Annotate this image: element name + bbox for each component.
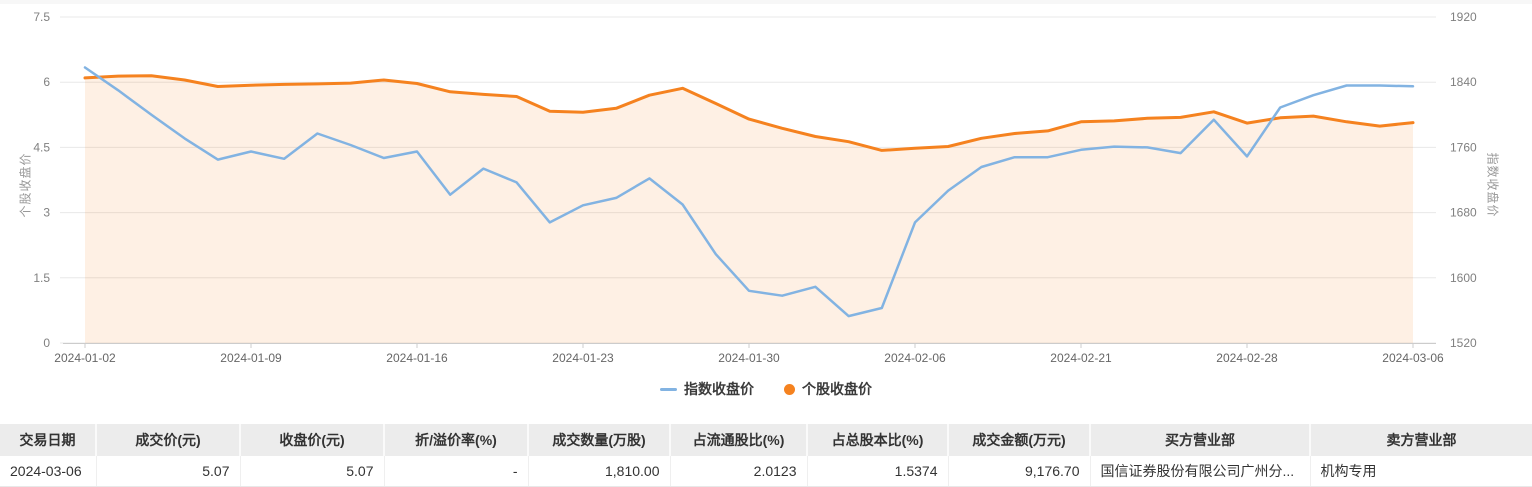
cell-close-price: 5.07 xyxy=(240,456,385,487)
cell-amount: 9,176.70 xyxy=(948,456,1091,487)
svg-text:1840: 1840 xyxy=(1450,75,1477,89)
cell-trade-date: 2024-03-06 xyxy=(0,456,97,487)
left-axis-title: 个股收盘价 xyxy=(18,152,33,218)
legend-item-index-close[interactable]: 指数收盘价 xyxy=(660,379,754,399)
col-header-trade-date: 交易日期 xyxy=(0,424,97,456)
chart-plot-area[interactable]: 2024-01-02 2024-01-09 2024-01-16 2024-01-23… xyxy=(0,0,1532,374)
svg-text:6: 6 xyxy=(43,75,50,89)
cell-seller-branch: 机构专用 xyxy=(1310,456,1532,487)
svg-text:2024-01-09: 2024-01-09 xyxy=(220,351,282,365)
col-header-premium-rate: 折/溢价率(%) xyxy=(384,424,529,456)
svg-text:2024-02-06: 2024-02-06 xyxy=(884,351,946,365)
legend-label: 个股收盘价 xyxy=(802,381,872,397)
col-header-buyer-branch: 买方营业部 xyxy=(1090,424,1311,456)
svg-text:1520: 1520 xyxy=(1450,336,1477,350)
top-divider xyxy=(0,0,1532,4)
right-axis-title: 指数收盘价 xyxy=(1485,152,1500,218)
svg-text:4.5: 4.5 xyxy=(33,140,50,154)
svg-text:2024-01-23: 2024-01-23 xyxy=(552,351,614,365)
legend-label: 指数收盘价 xyxy=(684,381,754,397)
col-header-deal-price: 成交价(元) xyxy=(96,424,241,456)
col-header-amount: 成交金额(万元) xyxy=(948,424,1091,456)
svg-text:1.5: 1.5 xyxy=(33,271,50,285)
cell-buyer-branch: 国信证券股份有限公司广州分... xyxy=(1090,456,1311,487)
chart-legend: 指数收盘价 个股收盘价 xyxy=(0,379,1532,399)
svg-text:3: 3 xyxy=(43,206,50,220)
cell-float-ratio: 2.0123 xyxy=(670,456,808,487)
svg-text:2024-01-30: 2024-01-30 xyxy=(718,351,780,365)
price-chart: 2024-01-02 2024-01-09 2024-01-16 2024-01-23… xyxy=(0,0,1532,399)
svg-text:2024-01-16: 2024-01-16 xyxy=(386,351,448,365)
table-header-row: 交易日期 成交价(元) 收盘价(元) 折/溢价率(%) 成交数量(万股) 占流通… xyxy=(0,424,1532,456)
svg-text:2024-02-28: 2024-02-28 xyxy=(1216,351,1278,365)
legend-item-stock-close[interactable]: 个股收盘价 xyxy=(784,379,872,399)
cell-total-ratio: 1.5374 xyxy=(807,456,949,487)
table-row: 2024-03-06 5.07 5.07 - 1,810.00 2.0123 1… xyxy=(0,456,1532,487)
col-header-volume: 成交数量(万股) xyxy=(528,424,671,456)
svg-text:0: 0 xyxy=(43,336,50,350)
svg-text:2024-01-02: 2024-01-02 xyxy=(54,351,116,365)
svg-text:2024-02-21: 2024-02-21 xyxy=(1050,351,1112,365)
col-header-float-ratio: 占流通股比(%) xyxy=(670,424,808,456)
col-header-total-ratio: 占总股本比(%) xyxy=(807,424,949,456)
cell-premium-rate: - xyxy=(384,456,529,487)
svg-text:1600: 1600 xyxy=(1450,271,1477,285)
col-header-close-price: 收盘价(元) xyxy=(240,424,385,456)
col-header-seller-branch: 卖方营业部 xyxy=(1310,424,1532,456)
svg-text:1680: 1680 xyxy=(1450,206,1477,220)
svg-text:2024-03-06: 2024-03-06 xyxy=(1382,351,1444,365)
area-series-marker-icon xyxy=(784,383,795,395)
svg-text:1760: 1760 xyxy=(1450,140,1477,154)
svg-text:7.5: 7.5 xyxy=(33,10,50,24)
cell-deal-price: 5.07 xyxy=(96,456,241,487)
cell-volume: 1,810.00 xyxy=(528,456,671,487)
line-series-marker-icon xyxy=(660,387,677,391)
svg-text:1920: 1920 xyxy=(1450,10,1477,24)
trade-detail-table: 交易日期 成交价(元) 收盘价(元) 折/溢价率(%) 成交数量(万股) 占流通… xyxy=(0,424,1532,487)
